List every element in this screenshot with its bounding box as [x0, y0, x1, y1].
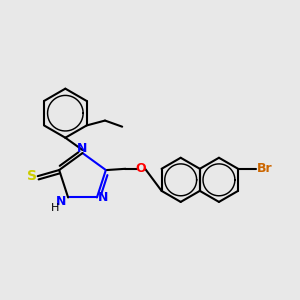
Text: H: H: [50, 203, 59, 214]
Text: N: N: [77, 142, 88, 155]
Text: O: O: [136, 162, 146, 175]
Text: N: N: [56, 195, 66, 208]
Text: S: S: [27, 169, 37, 183]
Text: Br: Br: [257, 162, 273, 175]
Text: N: N: [98, 191, 108, 204]
